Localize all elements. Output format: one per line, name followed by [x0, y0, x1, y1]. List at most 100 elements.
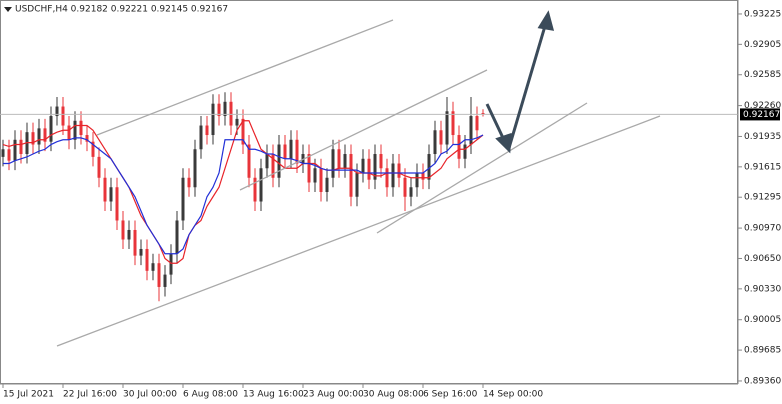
trend-line	[56, 115, 661, 347]
candle-body	[451, 111, 455, 136]
candle-body	[19, 139, 23, 155]
candle-body	[151, 263, 155, 271]
y-tick-label: 0.92905	[744, 40, 781, 50]
y-tick-label: 0.93225	[744, 9, 781, 19]
x-tick-label: 6 Aug 08:00	[183, 390, 238, 400]
indicator-line	[2, 120, 484, 264]
candle-body	[247, 144, 251, 178]
candle-body	[193, 149, 197, 188]
drawings	[56, 19, 661, 347]
candle-body	[133, 229, 137, 256]
indicator-line	[3, 134, 484, 255]
candle-body	[469, 116, 473, 145]
candle-body	[361, 158, 365, 174]
candle-body	[235, 118, 239, 126]
candle-body	[37, 128, 41, 145]
candle-body	[109, 187, 113, 202]
x-tick-label: 13 Aug 16:00	[243, 390, 304, 400]
x-tick-label: 22 Jul 16:00	[63, 390, 117, 400]
trend-line	[376, 102, 588, 234]
x-tick-label: 15 Jul 2021	[3, 390, 54, 400]
candle-body	[85, 135, 89, 142]
candle-body	[139, 248, 143, 256]
y-tick-label: 0.90650	[744, 254, 781, 264]
candle-body	[463, 144, 467, 159]
candle-body	[7, 149, 11, 161]
candle-body	[313, 168, 317, 183]
candle-body	[241, 118, 245, 145]
candle-body	[385, 168, 389, 188]
candle-body	[229, 101, 233, 126]
y-tick-label: 0.91615	[744, 162, 781, 172]
arrow-head	[537, 10, 555, 31]
title-icon	[4, 7, 12, 12]
candle-body	[397, 163, 401, 178]
candle-body	[421, 173, 425, 180]
x-tick-label: 30 Jul 00:00	[123, 390, 177, 400]
candle-body	[205, 125, 209, 136]
candle-body	[13, 139, 17, 161]
candle-body	[73, 120, 77, 140]
candle-body	[415, 173, 419, 188]
plot-frame	[0, 0, 738, 384]
candle-body	[409, 187, 413, 197]
candle-body	[331, 149, 335, 178]
y-tick-label: 0.92585	[744, 70, 781, 80]
candle-body	[217, 103, 221, 117]
candle-body	[175, 220, 179, 254]
candle-body	[295, 139, 299, 164]
candle-body	[121, 220, 125, 240]
candle-body	[373, 154, 377, 180]
trend-line	[96, 19, 394, 136]
candle-body	[181, 177, 185, 221]
candle-body	[103, 177, 107, 202]
candle-body	[265, 154, 269, 169]
candle-body	[49, 116, 53, 142]
y-tick-label: 0.91935	[744, 132, 781, 142]
candle-body	[433, 130, 437, 155]
candle-body	[55, 106, 59, 117]
forecast-arrows	[485, 10, 555, 154]
candle-body	[115, 187, 119, 221]
candle-body	[169, 253, 173, 275]
candle-body	[199, 125, 203, 150]
candle-body	[283, 144, 287, 159]
candle-body	[289, 139, 293, 159]
y-tick-label: 0.91295	[744, 193, 781, 203]
candle-body	[319, 168, 323, 192]
candle-body	[97, 156, 101, 178]
candle-body	[391, 163, 395, 188]
chart-title: USDCHF,H4 0.92182 0.92221 0.92145 0.9216…	[15, 5, 228, 15]
candle-body	[367, 158, 371, 180]
candle-body	[355, 173, 359, 197]
candle-body	[157, 263, 161, 287]
y-tick-label: 0.92260	[744, 101, 781, 111]
candle-body	[349, 154, 353, 197]
candle-body	[259, 168, 263, 202]
x-tick-label: 30 Aug 08:00	[363, 390, 424, 400]
x-tick-label: 23 Aug 00:00	[303, 390, 364, 400]
arrow	[507, 25, 547, 149]
candle-body	[277, 144, 281, 178]
candle-body	[457, 135, 461, 159]
series-layer	[0, 92, 738, 302]
candle-body	[475, 116, 479, 131]
candle-body	[379, 154, 383, 169]
candle-body	[67, 125, 71, 140]
candle-body	[79, 120, 83, 136]
candle-body	[325, 177, 329, 192]
candle-body	[43, 128, 47, 142]
candle-body	[481, 112, 485, 115]
y-tick-label: 0.90970	[744, 224, 781, 234]
candle-body	[187, 177, 191, 188]
candle-body	[445, 111, 449, 145]
candle-body	[337, 149, 341, 169]
x-tick-label: 14 Sep 00:00	[483, 390, 543, 400]
candle-body	[223, 101, 227, 117]
arrow	[485, 103, 506, 141]
candle-body	[91, 141, 95, 157]
candle-body	[1, 149, 5, 157]
candle-body	[271, 154, 275, 178]
candle-body	[211, 103, 215, 136]
